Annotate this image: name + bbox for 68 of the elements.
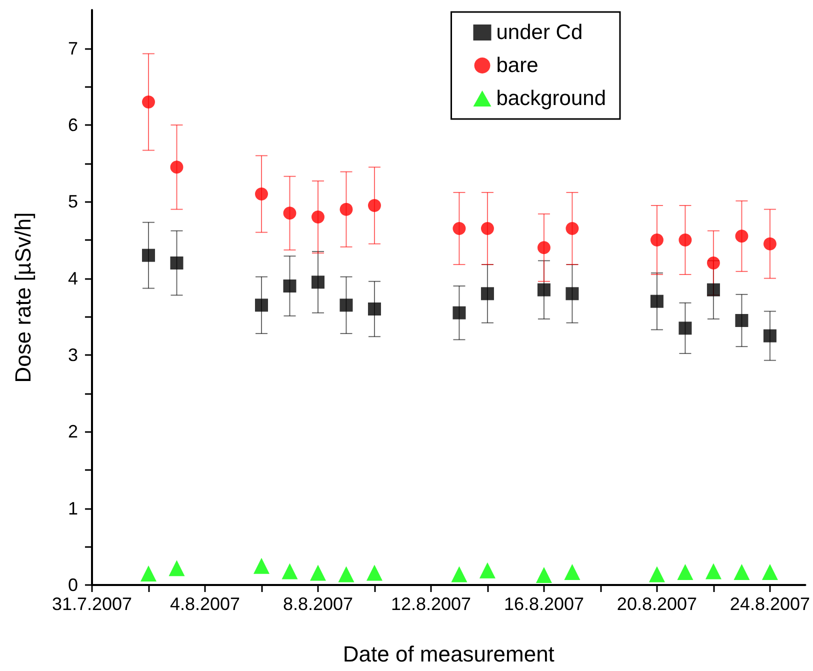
y-tick-label: 1 bbox=[68, 498, 78, 518]
point bbox=[650, 234, 664, 246]
point bbox=[706, 256, 720, 270]
x-tick-label: 4.8.2007 bbox=[170, 594, 240, 614]
point bbox=[368, 302, 381, 316]
point bbox=[142, 96, 155, 108]
x-tick-label: 24.8.2007 bbox=[730, 594, 810, 614]
point bbox=[170, 256, 184, 270]
point bbox=[480, 222, 494, 235]
point bbox=[650, 294, 664, 308]
point bbox=[735, 230, 748, 243]
y-axis-title: Dose rate [µSv/h] bbox=[10, 212, 36, 383]
x-tick-label: 16.8.2007 bbox=[504, 594, 584, 614]
point bbox=[170, 160, 184, 174]
point bbox=[705, 563, 722, 580]
point bbox=[479, 562, 496, 578]
point bbox=[480, 287, 494, 300]
point bbox=[368, 199, 381, 212]
point bbox=[677, 564, 694, 580]
point bbox=[706, 283, 720, 296]
x-tick-label: 8.8.2007 bbox=[282, 594, 354, 614]
legend-label: under Cd bbox=[496, 21, 583, 44]
y-tick-label: 5 bbox=[68, 192, 78, 212]
point bbox=[452, 222, 466, 235]
point bbox=[536, 567, 552, 584]
point bbox=[142, 248, 155, 262]
point bbox=[140, 566, 156, 582]
point bbox=[678, 234, 692, 246]
point bbox=[537, 241, 550, 254]
point bbox=[310, 564, 326, 581]
y-tick-label: 7 bbox=[68, 38, 78, 58]
y-tick-label: 2 bbox=[68, 422, 78, 442]
point bbox=[763, 237, 776, 250]
legend-label: bare bbox=[496, 54, 538, 77]
point bbox=[762, 564, 778, 580]
point bbox=[283, 280, 296, 292]
point bbox=[566, 287, 579, 300]
x-tick-label: 20.8.2007 bbox=[616, 594, 698, 614]
point bbox=[340, 202, 353, 216]
point bbox=[564, 564, 580, 580]
point bbox=[282, 563, 298, 580]
legend-label: background bbox=[496, 87, 606, 110]
point bbox=[537, 283, 550, 296]
point bbox=[566, 222, 579, 235]
point bbox=[338, 566, 354, 582]
point bbox=[311, 276, 324, 289]
point bbox=[312, 210, 324, 224]
point bbox=[254, 298, 268, 312]
point bbox=[168, 560, 185, 576]
x-tick-label: 12.8.2007 bbox=[390, 594, 472, 614]
point bbox=[763, 329, 776, 342]
point bbox=[366, 564, 382, 581]
point bbox=[678, 322, 692, 335]
y-tick-label: 6 bbox=[68, 115, 78, 135]
point bbox=[648, 566, 665, 582]
point bbox=[735, 314, 748, 327]
point bbox=[283, 206, 296, 220]
point bbox=[340, 298, 353, 312]
point bbox=[451, 566, 468, 582]
point bbox=[255, 188, 268, 200]
y-tick-label: 0 bbox=[68, 575, 78, 595]
point bbox=[253, 558, 270, 574]
point bbox=[452, 306, 466, 320]
x-axis-title: Date of measurement bbox=[342, 642, 554, 666]
y-tick-label: 3 bbox=[68, 345, 78, 365]
x-tick-label: 31.7.2007 bbox=[52, 594, 132, 614]
point bbox=[734, 564, 750, 580]
y-tick-label: 4 bbox=[68, 268, 78, 288]
